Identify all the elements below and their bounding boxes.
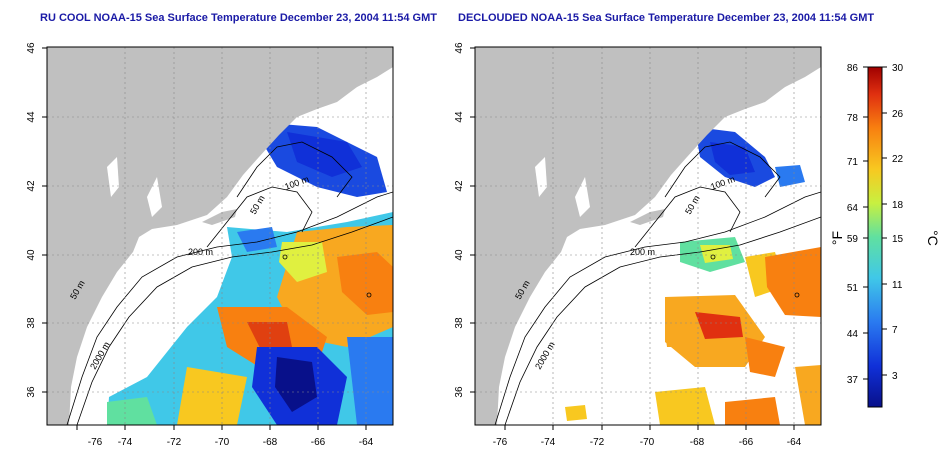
celsius-tick-label: 30 xyxy=(892,63,904,74)
y-tick-label: 38 xyxy=(454,317,465,329)
colorbar-gradient xyxy=(867,66,883,408)
x-tick-label: -74 xyxy=(118,437,133,448)
celsius-tick-label: 26 xyxy=(892,109,904,120)
fahrenheit-tick-label: 78 xyxy=(847,113,859,124)
x-tick-label: -64 xyxy=(359,437,374,448)
x-tick-label: -76 xyxy=(88,437,103,448)
colorbar-ticks xyxy=(863,66,887,380)
fahrenheit-tick-label: 64 xyxy=(847,203,859,214)
x-tick-label: -76 xyxy=(493,437,508,448)
celsius-tick-label: 11 xyxy=(892,280,903,291)
left-panel-title: RU COOL NOAA-15 Sea Surface Temperature … xyxy=(40,12,437,24)
right-map-panel: 200 m 50 m 2000 m 100 m 50 m -76 -74 -72… xyxy=(454,42,822,448)
x-tick-label: -74 xyxy=(541,437,556,448)
y-tick-label: 42 xyxy=(26,180,37,192)
right-panel-title: DECLOUDED NOAA-15 Sea Surface Temperatur… xyxy=(458,12,875,24)
celsius-tick-label: 22 xyxy=(892,154,904,165)
celsius-tick-label: 15 xyxy=(892,234,904,245)
y-tick-label: 42 xyxy=(454,180,465,192)
left-tick-marks xyxy=(42,47,367,430)
right-map-border xyxy=(474,46,822,426)
contour-label-200m: 200 m xyxy=(630,247,655,257)
celsius-tick-label: 18 xyxy=(892,200,904,211)
left-map-content: 200 m 50 m 2000 m 100 m 50 m xyxy=(47,47,393,425)
fahrenheit-tick-label: 37 xyxy=(847,375,859,386)
colorbar-celsius-labels: 30 26 22 18 15 11 7 3 xyxy=(892,63,904,382)
right-x-tick-labels: -76 -74 -72 -70 -68 -66 -64 xyxy=(493,437,802,448)
right-grid xyxy=(475,47,821,425)
fahrenheit-tick-label: 44 xyxy=(847,329,859,340)
colorbar: 86 78 71 64 59 51 44 37 30 26 22 18 15 1… xyxy=(829,63,941,408)
y-tick-label: 36 xyxy=(454,386,465,398)
x-tick-label: -70 xyxy=(640,437,655,448)
x-tick-label: -70 xyxy=(215,437,230,448)
contour-label-200m: 200 m xyxy=(188,247,213,257)
y-tick-label: 40 xyxy=(454,249,465,261)
y-tick-label: 44 xyxy=(454,111,465,123)
celsius-tick-label: 3 xyxy=(892,371,898,382)
right-map-content: 200 m 50 m 2000 m 100 m 50 m xyxy=(475,47,821,425)
x-tick-label: -66 xyxy=(311,437,326,448)
x-tick-label: -72 xyxy=(590,437,605,448)
y-tick-label: 46 xyxy=(26,42,37,54)
right-bathymetry-contours xyxy=(494,141,821,425)
left-sst-field xyxy=(107,122,393,425)
fahrenheit-tick-label: 86 xyxy=(847,63,859,74)
right-y-tick-labels: 36 38 40 42 44 46 xyxy=(454,42,465,398)
x-tick-label: -64 xyxy=(787,437,802,448)
x-tick-label: -66 xyxy=(739,437,754,448)
left-y-tick-labels: 36 38 40 42 44 46 xyxy=(26,42,37,398)
x-tick-label: -72 xyxy=(167,437,182,448)
left-grid xyxy=(47,47,393,425)
left-map-panel: 200 m 50 m 2000 m 100 m 50 m -76 -74 -72… xyxy=(26,42,394,448)
y-tick-label: 44 xyxy=(26,111,37,123)
y-tick-label: 40 xyxy=(26,249,37,261)
y-tick-label: 36 xyxy=(26,386,37,398)
x-tick-label: -68 xyxy=(263,437,278,448)
fahrenheit-tick-label: 51 xyxy=(847,283,859,294)
celsius-tick-label: 7 xyxy=(892,325,898,336)
left-bathymetry-contours xyxy=(66,141,393,425)
celsius-unit-label: °C xyxy=(925,230,941,246)
fahrenheit-tick-label: 71 xyxy=(847,157,859,168)
fahrenheit-tick-label: 59 xyxy=(847,234,859,245)
y-tick-label: 46 xyxy=(454,42,465,54)
right-sst-field xyxy=(565,127,821,425)
right-tick-marks xyxy=(470,47,795,430)
y-tick-label: 38 xyxy=(26,317,37,329)
left-x-tick-labels: -76 -74 -72 -70 -68 -66 -64 xyxy=(88,437,374,448)
x-tick-label: -68 xyxy=(690,437,705,448)
colorbar-fahrenheit-labels: 86 78 71 64 59 51 44 37 xyxy=(847,63,859,386)
fahrenheit-unit-label: °F xyxy=(829,231,845,245)
left-map-border xyxy=(46,46,394,426)
